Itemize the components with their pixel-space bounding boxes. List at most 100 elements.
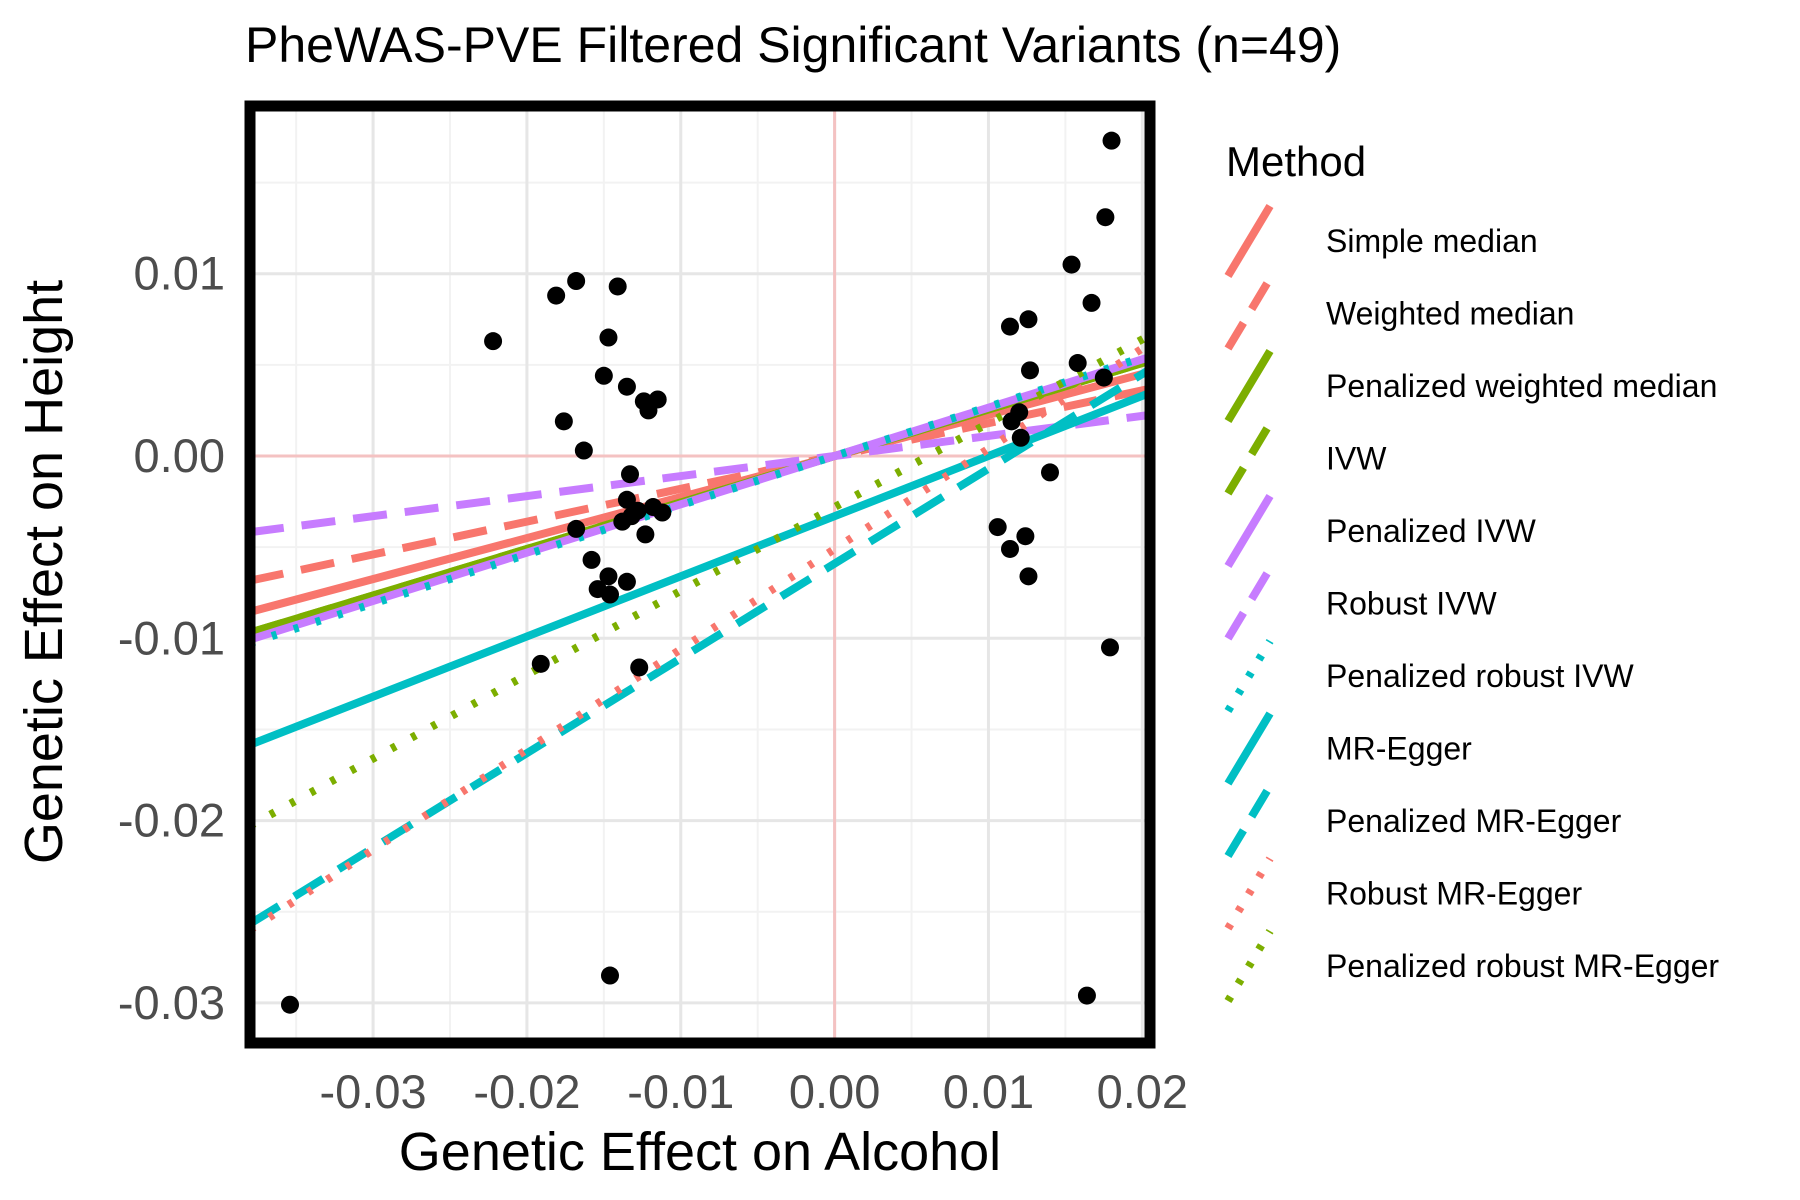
data-point <box>599 328 618 347</box>
legend-key <box>1224 928 1274 1004</box>
legend-title: Method <box>1226 138 1366 185</box>
legend-label: IVW <box>1326 441 1387 477</box>
y-tick-label: -0.01 <box>118 611 225 664</box>
x-axis-title: Genetic Effect on Alcohol <box>399 1122 1001 1182</box>
legend-label: MR-Egger <box>1326 731 1472 767</box>
data-point <box>574 441 593 460</box>
y-tick-label: -0.03 <box>118 976 225 1029</box>
legend-label: Penalized robust IVW <box>1326 658 1635 694</box>
data-point <box>621 465 639 484</box>
x-tick-label: -0.03 <box>320 1065 427 1118</box>
legend-item-robust-ivw: Robust IVW <box>1224 566 1498 641</box>
data-point <box>1082 293 1101 312</box>
data-point <box>988 518 1007 537</box>
data-point <box>1001 539 1019 558</box>
x-tick-label: -0.01 <box>627 1065 734 1118</box>
x-tick-label: 0.01 <box>943 1065 1034 1118</box>
legend-key <box>1224 856 1274 931</box>
data-point <box>1062 255 1081 274</box>
legend-key <box>1224 493 1274 569</box>
legend-item-ivw: IVW <box>1224 421 1387 496</box>
legend-key <box>1224 348 1274 424</box>
data-point <box>599 567 618 586</box>
data-point <box>1068 354 1087 373</box>
data-point <box>1094 368 1113 387</box>
data-point <box>582 550 601 569</box>
reference-lines <box>250 106 1150 1043</box>
legend-item-penalized-weighted-median: Penalized weighted median <box>1224 348 1717 424</box>
legend-item-simple-median: Simple median <box>1224 203 1538 279</box>
method-line-penalized-ivw <box>250 353 1150 644</box>
data-points <box>281 131 1121 1014</box>
method-line-penalized-mr-egger <box>250 365 1150 928</box>
legend-key <box>1224 421 1274 496</box>
legend-label: Weighted median <box>1326 296 1574 332</box>
x-tick-labels: -0.03 -0.02 -0.01 0.00 0.01 0.02 <box>320 1065 1189 1118</box>
legend-label: Simple median <box>1326 223 1538 259</box>
data-point <box>531 654 550 673</box>
data-point <box>281 995 299 1014</box>
data-point <box>601 966 619 985</box>
legend-label: Robust IVW <box>1326 586 1498 622</box>
data-point <box>653 503 672 522</box>
data-point <box>1096 208 1115 227</box>
y-axis-title: Genetic Effect on Height <box>14 280 74 864</box>
data-point <box>617 377 636 396</box>
legend-item-robust-mr-egger: Robust MR-Egger <box>1224 856 1582 931</box>
legend: Method Simple median Weighted median Penal… <box>1224 138 1719 1004</box>
method-line-simple-median <box>250 368 1150 616</box>
legend-item-penalized-mr-egger: Penalized MR-Egger <box>1224 783 1622 859</box>
data-point <box>1001 317 1019 336</box>
y-tick-label: 0.01 <box>134 247 225 300</box>
data-point <box>630 658 649 677</box>
x-tick-label: -0.02 <box>473 1065 580 1118</box>
data-point <box>1019 567 1038 586</box>
data-point <box>484 332 503 351</box>
data-point <box>1011 428 1030 447</box>
data-point <box>601 585 619 604</box>
data-point <box>636 525 655 544</box>
legend-key <box>1224 711 1274 786</box>
data-point <box>1102 131 1121 150</box>
legend-label: Robust MR-Egger <box>1326 876 1582 912</box>
method-line-penalized-robust-mr-egger <box>250 331 1150 830</box>
legend-item-penalized-ivw: Penalized IVW <box>1224 493 1537 569</box>
legend-label: Penalized robust MR-Egger <box>1326 948 1719 984</box>
legend-label: Penalized MR-Egger <box>1326 803 1622 839</box>
data-point <box>1101 638 1119 657</box>
data-point <box>1041 463 1059 482</box>
legend-key <box>1224 638 1274 714</box>
data-point <box>639 401 658 420</box>
method-lines <box>250 331 1150 934</box>
x-tick-label: 0.02 <box>1097 1065 1188 1118</box>
y-tick-label: -0.02 <box>118 794 225 847</box>
legend-key <box>1224 276 1274 351</box>
chart-title: PheWAS-PVE Filtered Significant Variants… <box>245 17 1341 73</box>
legend-key <box>1224 203 1274 279</box>
legend-item-mr-egger: MR-Egger <box>1224 711 1472 786</box>
legend-item-penalized-robust-ivw: Penalized robust IVW <box>1224 638 1635 714</box>
data-point <box>608 277 627 296</box>
y-tick-label: 0.00 <box>134 429 225 482</box>
method-line-robust-ivw <box>250 410 1150 537</box>
plot-border <box>244 100 1156 1049</box>
y-tick-labels: -0.03 -0.02 -0.01 0.00 0.01 <box>118 247 225 1029</box>
data-point <box>567 272 586 291</box>
data-point <box>1010 403 1029 422</box>
legend-key <box>1224 566 1274 641</box>
legend-key <box>1224 783 1274 859</box>
data-point <box>617 572 636 591</box>
data-point <box>554 412 573 431</box>
data-point <box>594 366 613 385</box>
data-point <box>547 286 566 305</box>
legend-item-penalized-robust-mr-egger: Penalized robust MR-Egger <box>1224 928 1719 1004</box>
legend-label: Penalized weighted median <box>1326 368 1717 404</box>
data-point <box>628 501 647 520</box>
data-point <box>1019 310 1038 329</box>
legend-item-weighted-median: Weighted median <box>1224 276 1574 351</box>
method-line-mr-egger <box>250 389 1150 749</box>
x-tick-label: 0.00 <box>789 1065 880 1118</box>
data-point <box>1021 361 1039 380</box>
legend-items: Simple median Weighted median Penalized we… <box>1224 203 1719 1004</box>
